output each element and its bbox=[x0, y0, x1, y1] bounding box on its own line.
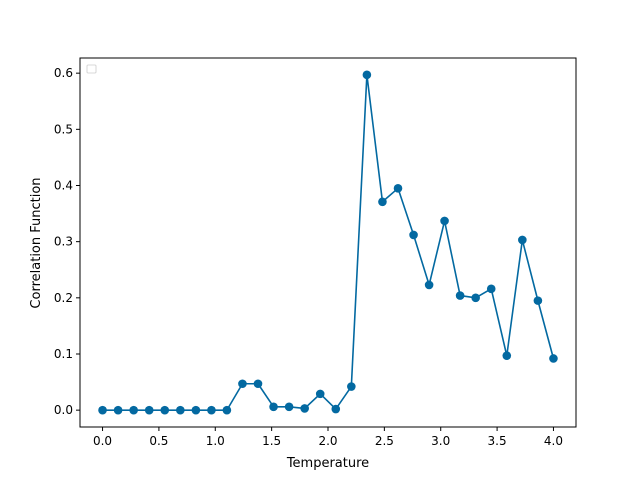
x-tick-label: 3.5 bbox=[488, 434, 507, 448]
data-point bbox=[424, 280, 434, 290]
data-point bbox=[284, 402, 294, 412]
y-tick-label: 0.0 bbox=[54, 403, 73, 417]
data-point bbox=[176, 405, 185, 415]
data-point bbox=[315, 389, 325, 399]
data-point bbox=[253, 379, 263, 389]
data-point bbox=[471, 293, 480, 303]
data-point bbox=[409, 230, 418, 240]
data-point bbox=[440, 216, 449, 226]
y-axis-ticks: 0.0 0.1 0.2 0.3 0.4 0.5 0.6 bbox=[54, 66, 80, 417]
data-point bbox=[160, 405, 170, 415]
data-point bbox=[502, 351, 512, 360]
data-point bbox=[549, 354, 558, 363]
data-point bbox=[533, 296, 543, 305]
data-point bbox=[207, 405, 216, 415]
y-tick-label: 0.6 bbox=[54, 66, 73, 80]
data-point bbox=[113, 405, 123, 415]
data-point bbox=[238, 379, 247, 389]
data-point bbox=[269, 402, 278, 412]
data-point bbox=[378, 197, 387, 207]
y-tick-label: 0.3 bbox=[54, 235, 73, 249]
x-tick-label: 4.0 bbox=[544, 434, 563, 448]
data-point bbox=[518, 235, 527, 245]
data-point bbox=[300, 404, 309, 413]
data-point bbox=[455, 291, 465, 300]
y-axis-label: Correlation Function bbox=[29, 177, 44, 308]
x-tick-label: 0.0 bbox=[93, 434, 112, 448]
x-tick-label: 2.0 bbox=[318, 434, 337, 448]
data-point bbox=[486, 284, 496, 294]
y-tick-label: 0.2 bbox=[54, 291, 73, 305]
y-tick-label: 0.1 bbox=[54, 347, 73, 361]
data-point bbox=[129, 405, 138, 415]
plot-area bbox=[98, 70, 558, 415]
data-point bbox=[144, 405, 154, 415]
data-point bbox=[331, 404, 341, 414]
legend-box bbox=[86, 64, 97, 74]
y-tick-label: 0.5 bbox=[54, 122, 73, 136]
x-tick-label: 1.0 bbox=[206, 434, 225, 448]
data-point bbox=[191, 405, 201, 415]
data-point bbox=[347, 382, 356, 391]
x-tick-label: 3.0 bbox=[431, 434, 450, 448]
x-tick-label: 1.5 bbox=[262, 434, 281, 448]
x-axis-label: Temperature bbox=[286, 456, 369, 471]
data-point bbox=[98, 405, 107, 415]
data-point bbox=[222, 405, 232, 415]
x-tick-label: 0.5 bbox=[149, 434, 168, 448]
data-point bbox=[362, 70, 372, 80]
y-tick-label: 0.4 bbox=[54, 178, 73, 192]
x-axis-ticks: 0.0 0.5 1.0 1.5 2.0 2.5 3.0 3.5 4.0 bbox=[93, 427, 563, 448]
x-tick-label: 2.5 bbox=[375, 434, 394, 448]
data-point bbox=[393, 184, 403, 193]
